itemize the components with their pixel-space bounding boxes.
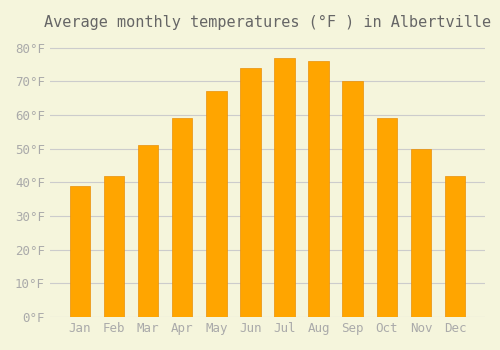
Bar xyxy=(376,118,397,317)
Bar xyxy=(70,186,90,317)
Bar xyxy=(240,68,260,317)
Bar xyxy=(138,145,158,317)
Title: Average monthly temperatures (°F ) in Albertville: Average monthly temperatures (°F ) in Al… xyxy=(44,15,491,30)
Bar xyxy=(308,61,329,317)
Bar xyxy=(445,176,465,317)
Bar xyxy=(172,118,193,317)
Bar xyxy=(104,176,124,317)
Bar xyxy=(274,58,294,317)
Bar xyxy=(410,149,431,317)
Bar xyxy=(206,91,227,317)
Bar xyxy=(342,81,363,317)
